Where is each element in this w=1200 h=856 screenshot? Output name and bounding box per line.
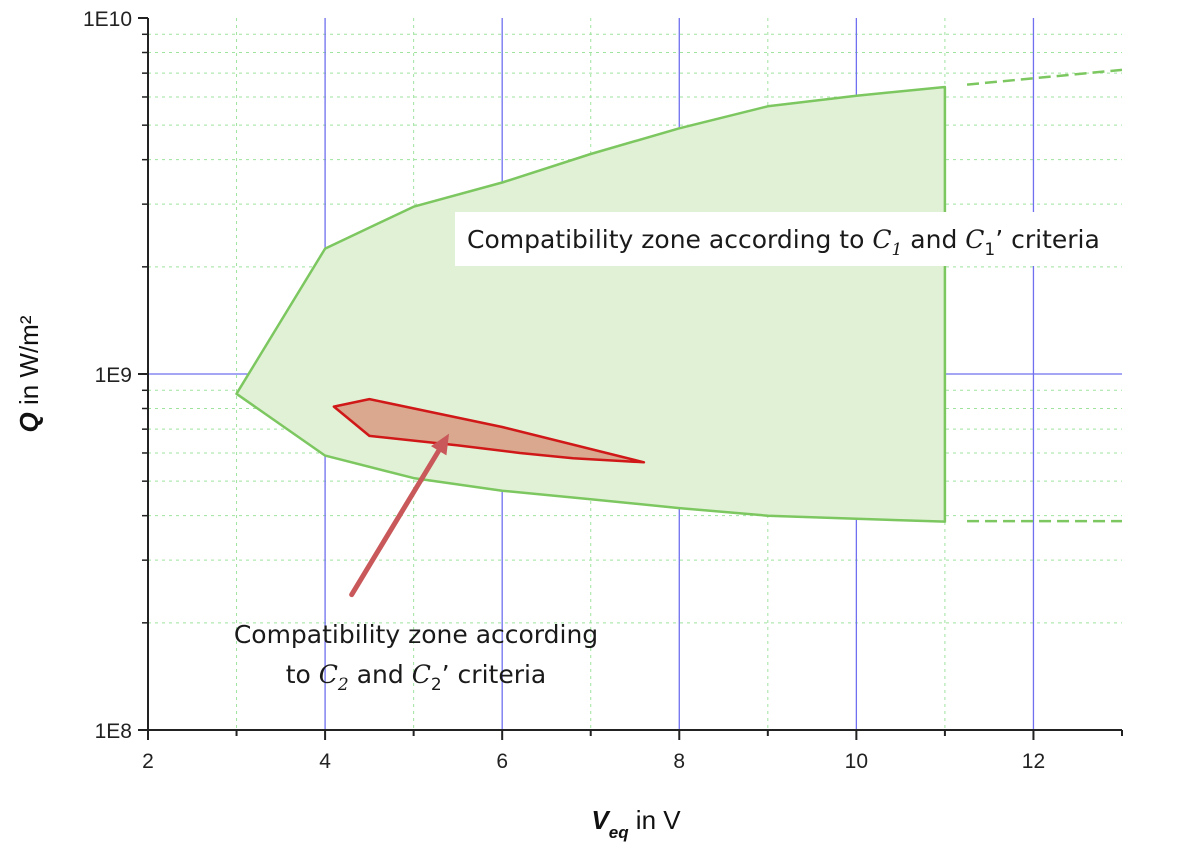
zone1-upper-extension xyxy=(966,68,1123,86)
x-tick-label: 12 xyxy=(1022,750,1045,773)
zones xyxy=(235,68,1123,598)
y-axis-label: Q in W/m² xyxy=(14,315,44,432)
zone1-label-segment: and xyxy=(902,225,965,254)
zone1-label-segment: C xyxy=(872,225,891,254)
zone1-label-segment: ’ criteria xyxy=(995,225,1100,254)
zone2-label-segment: to xyxy=(286,660,319,689)
zone2-arrow-shaft xyxy=(349,448,442,598)
axes xyxy=(138,17,1123,740)
zone2-label-segment: 2 xyxy=(337,675,349,695)
zone1-label-segment: 1 xyxy=(984,240,995,260)
zone2-label-segment: and xyxy=(349,660,412,689)
zone2-label-line: to C2 and C2’ criteria xyxy=(286,660,547,695)
zone2-label-segment: Compatibility zone according xyxy=(234,620,598,649)
zone2-label-line: Compatibility zone according xyxy=(234,620,598,649)
zone2-label-segment: ’ criteria xyxy=(442,660,547,689)
y-tick-label: 1E10 xyxy=(83,8,132,31)
zone2-label-segment: C xyxy=(412,660,431,689)
x-tick-label: 8 xyxy=(673,750,685,773)
zone1-label-segment: 1 xyxy=(892,240,903,260)
annotations: Compatibility zone according to C1 and C… xyxy=(234,212,1200,695)
y-tick-label: 1E9 xyxy=(95,364,132,387)
x-tick-label: 4 xyxy=(319,750,331,773)
zone2-label-segment: 2 xyxy=(431,675,442,695)
zone1-label-line: Compatibility zone according to C1 and C… xyxy=(467,225,1100,260)
x-tick-label: 6 xyxy=(496,750,508,773)
zone1-label-segment: C xyxy=(965,225,984,254)
zone2-label-segment: C xyxy=(319,660,338,689)
x-tick-label: 2 xyxy=(142,750,154,773)
y-tick-label: 1E8 xyxy=(95,720,132,743)
zone2-area xyxy=(332,397,646,464)
x-tick-label: 10 xyxy=(845,750,868,773)
x-axis-label: Veq in V xyxy=(591,805,681,842)
zone1-label-background xyxy=(455,212,1200,266)
zone2-arrow-head xyxy=(431,433,450,456)
zone1-label-segment: Compatibility zone according to xyxy=(467,225,872,254)
